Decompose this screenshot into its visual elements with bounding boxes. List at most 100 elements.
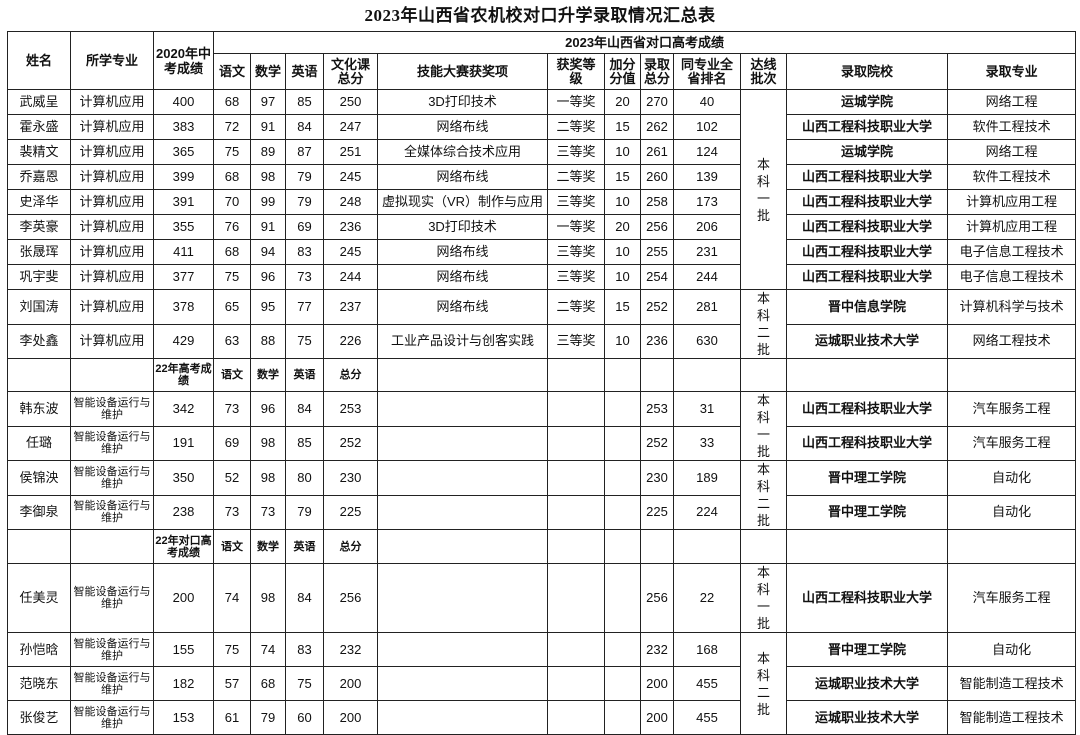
empty-cell <box>7 358 71 392</box>
admitted-major: 计算机应用工程 <box>946 214 1077 240</box>
student-name: 裴精文 <box>7 139 71 165</box>
admit-total: 261 <box>640 139 674 165</box>
math-score: 91 <box>250 114 286 140</box>
province-rank: 630 <box>673 323 741 359</box>
english-score: 69 <box>285 214 324 240</box>
admitted-major: 自动化 <box>946 460 1077 496</box>
table-row: 武威呈 计算机应用 400 68 97 85 250 3D打印技术 一等奖 20 270 40 本科一批… <box>7 89 1077 290</box>
admitted-school: 晋中理工学院 <box>786 460 948 496</box>
header-english: 英语 <box>285 53 324 90</box>
province-rank: 31 <box>673 391 741 427</box>
admit-total: 236 <box>640 323 674 359</box>
header-skill-award: 技能大赛获奖项 <box>377 53 548 90</box>
admit-total: 230 <box>640 460 674 496</box>
empty-cell <box>946 529 1077 564</box>
award-level <box>547 563 605 633</box>
chinese-score: 69 <box>213 425 251 461</box>
prior-score: 155 <box>153 632 214 667</box>
admitted-school: 运城学院 <box>786 139 948 165</box>
culture-total: 236 <box>323 214 378 240</box>
student-major: 智能设备运行与维护 <box>70 460 154 496</box>
student-name: 巩宇斐 <box>7 264 71 290</box>
english-score: 75 <box>285 323 324 359</box>
table-row: 巩宇斐 计算机应用 377 75 96 73 244 网络布线 三等奖 10 254 244 山西工程科… <box>7 264 1077 290</box>
student-name: 霍永盛 <box>7 114 71 140</box>
empty-cell <box>70 529 154 564</box>
student-major: 计算机应用 <box>70 264 154 290</box>
chinese-score: 75 <box>213 264 251 290</box>
english-score: 84 <box>285 114 324 140</box>
english-score: 80 <box>285 460 324 496</box>
admission-summary-table: 姓名 所学专业 2020年中考成绩 2023年山西省对口高考成绩 语文 数学 英… <box>7 31 1077 735</box>
math-score: 96 <box>250 264 286 290</box>
admit-total: 254 <box>640 264 674 290</box>
culture-total: 251 <box>323 139 378 165</box>
admitted-school: 晋中理工学院 <box>786 494 948 530</box>
bonus-points: 10 <box>604 323 641 359</box>
chinese-score: 68 <box>213 239 251 265</box>
header-zhongkao: 2020年中考成绩 <box>153 31 214 90</box>
student-name: 刘国涛 <box>7 289 71 325</box>
header-rank: 同专业全省排名 <box>673 53 741 90</box>
skill-award <box>377 391 548 427</box>
english-score: 73 <box>285 264 324 290</box>
skill-award: 3D打印技术 <box>377 89 548 115</box>
chinese-score: 61 <box>213 700 251 735</box>
bonus-points <box>604 425 641 461</box>
table-row: 刘国涛 计算机应用 378 65 95 77 237 网络布线 二等奖 15 252 281 本科二批晋… <box>7 289 1077 359</box>
admit-total: 256 <box>640 563 674 633</box>
skill-award: 工业产品设计与创客实践 <box>377 323 548 359</box>
prior-exam-label: 22年高考成绩 <box>153 358 214 392</box>
skill-award <box>377 494 548 530</box>
table-row: 裴精文 计算机应用 365 75 89 87 251 全媒体综合技术应用 三等奖 10 261 124… <box>7 139 1077 165</box>
chinese-score: 68 <box>213 89 251 115</box>
empty-cell <box>740 358 787 392</box>
student-name: 张晟珲 <box>7 239 71 265</box>
admitted-major: 自动化 <box>946 632 1077 667</box>
culture-total: 230 <box>323 460 378 496</box>
empty-cell <box>7 529 71 564</box>
culture-total: 226 <box>323 323 378 359</box>
student-name: 任璐 <box>7 425 71 461</box>
admitted-major: 智能制造工程技术 <box>946 700 1077 735</box>
prior-score: 400 <box>153 89 214 115</box>
admitted-major: 网络工程 <box>946 139 1077 165</box>
culture-total: 225 <box>323 494 378 530</box>
award-level: 三等奖 <box>547 323 605 359</box>
admitted-school: 运城职业技术大学 <box>786 700 948 735</box>
award-level <box>547 700 605 735</box>
english-score: 84 <box>285 391 324 427</box>
admit-total: 252 <box>640 425 674 461</box>
chinese-score: 63 <box>213 323 251 359</box>
province-rank: 189 <box>673 460 741 496</box>
header-batch: 达线批次 <box>740 53 787 90</box>
culture-total: 232 <box>323 632 378 667</box>
prior-score: 383 <box>153 114 214 140</box>
header-bonus: 加分分值 <box>604 53 641 90</box>
award-level: 三等奖 <box>547 264 605 290</box>
skill-award: 网络布线 <box>377 164 548 190</box>
student-major: 计算机应用 <box>70 239 154 265</box>
culture-total: 245 <box>323 239 378 265</box>
english-label: 英语 <box>285 358 324 392</box>
bonus-points <box>604 391 641 427</box>
math-score: 98 <box>250 425 286 461</box>
page-title: 2023年山西省农机校对口升学录取情况汇总表 <box>364 6 716 25</box>
empty-cell <box>547 529 605 564</box>
skill-award <box>377 425 548 461</box>
student-name: 李英豪 <box>7 214 71 240</box>
award-level: 一等奖 <box>547 214 605 240</box>
prior-score: 191 <box>153 425 214 461</box>
province-rank: 231 <box>673 239 741 265</box>
student-major: 计算机应用 <box>70 114 154 140</box>
header-admit-major: 录取专业 <box>946 53 1077 90</box>
prior-score: 378 <box>153 289 214 325</box>
award-level <box>547 494 605 530</box>
table-row: 张晟珲 计算机应用 411 68 94 83 245 网络布线 三等奖 10 255 231 山西工程科… <box>7 239 1077 265</box>
chinese-score: 75 <box>213 139 251 165</box>
bonus-points: 15 <box>604 164 641 190</box>
header-major: 所学专业 <box>70 31 154 90</box>
prior-score: 377 <box>153 264 214 290</box>
admit-total: 258 <box>640 189 674 215</box>
admitted-major: 计算机应用工程 <box>946 189 1077 215</box>
